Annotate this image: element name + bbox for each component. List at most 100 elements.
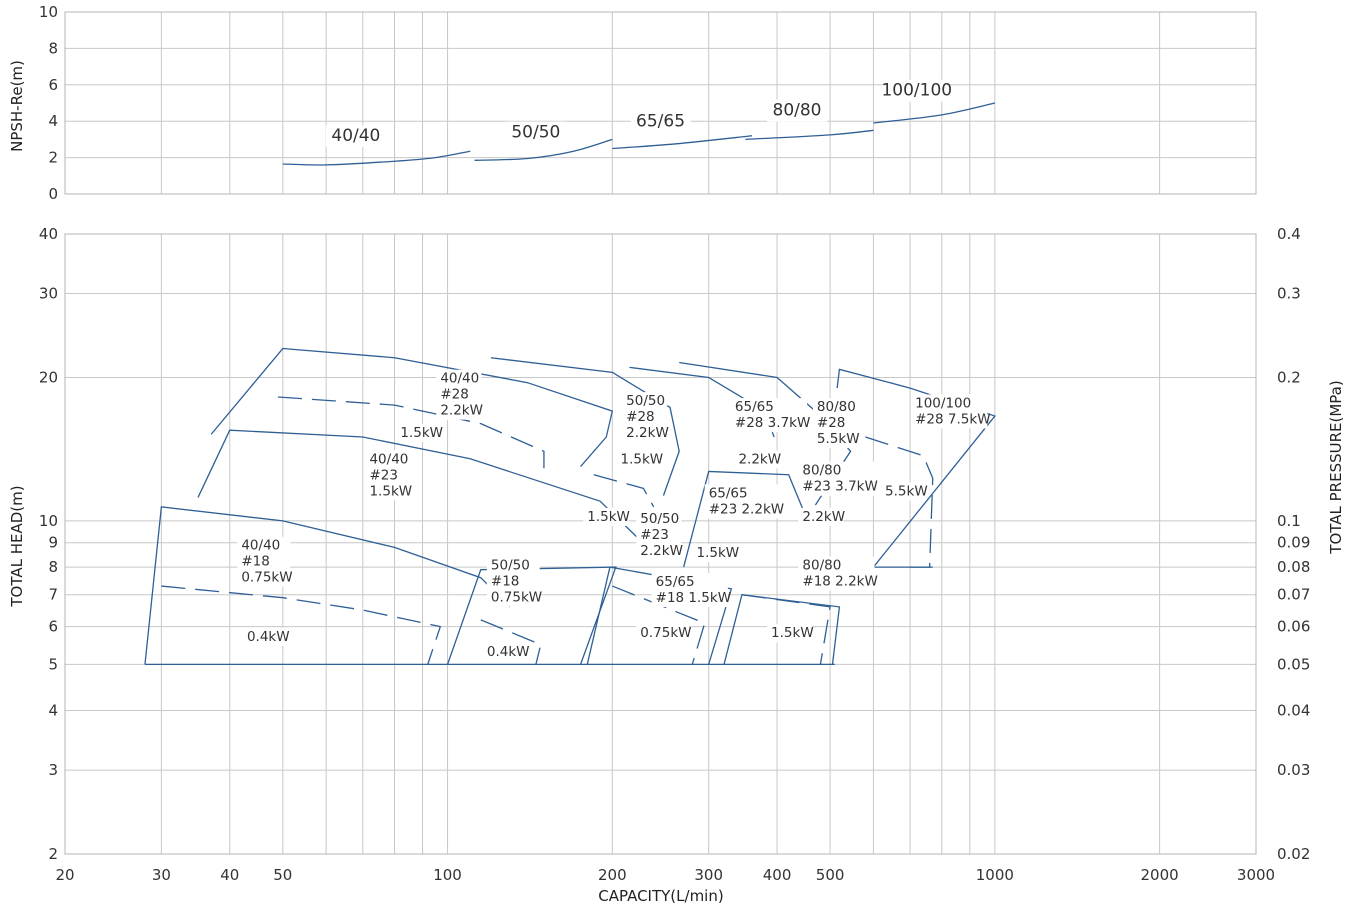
pressure-y-tick: 0.08 xyxy=(1277,558,1310,576)
region-label-mask xyxy=(436,369,482,420)
region-label: 100/100 #28 7.5kW xyxy=(915,395,990,427)
region-label: 65/65 #18 1.5kW xyxy=(656,574,731,606)
region-label-mask xyxy=(636,624,690,643)
region-label-line: #28 7.5kW xyxy=(915,411,990,427)
head-y-tick: 20 xyxy=(39,368,58,386)
region-label: 65/65 #23 2.2kW xyxy=(709,485,784,517)
npsh-curve-label: 80/80 xyxy=(773,101,822,121)
region-label-line: 40/40 xyxy=(440,371,479,387)
region-label-line: 1.5kW xyxy=(369,483,412,499)
head-y-tick: 5 xyxy=(48,655,58,673)
region-label-line: #28 xyxy=(440,387,469,403)
region-label-line: 65/65 xyxy=(735,399,774,415)
npsh-curve xyxy=(612,135,753,150)
capacity-x-tick: 20 xyxy=(55,866,74,884)
region-label-mask xyxy=(911,394,988,429)
region-label-line: 1.5kW xyxy=(620,451,663,467)
region-label-mask xyxy=(616,450,662,469)
region-label-line: 2.2kW xyxy=(440,403,483,419)
region-label-mask xyxy=(734,450,780,469)
pressure-axis-label: TOTAL PRESSURE(MPa) xyxy=(1327,380,1345,554)
impeller-envelope xyxy=(836,368,996,568)
pressure-y-tick: 0.2 xyxy=(1277,368,1301,386)
region-label-line: 40/40 xyxy=(241,538,280,554)
region-label-line: 2.2kW xyxy=(738,451,781,467)
region-label: 40/40 #28 2.2kW xyxy=(440,371,483,419)
region-label-line: 0.75kW xyxy=(640,625,691,641)
region-label-mask xyxy=(636,509,682,560)
capacity-x-tick: 30 xyxy=(152,866,171,884)
npsh-label-mask xyxy=(505,121,566,144)
head-y-tick: 2 xyxy=(48,845,58,863)
head-y-tick: 6 xyxy=(48,618,58,636)
npsh-curve xyxy=(474,138,613,161)
impeller-envelope xyxy=(683,470,809,568)
power-boundary-dashed xyxy=(593,474,655,508)
region-label-line: #18 1.5kW xyxy=(656,590,731,606)
axis-ticks: 0 2 4 6 8 10 2 3 4 5 6 7 8 9 10 20 30 40 0.02 0.03 0.04 0.05 0… xyxy=(39,3,1311,884)
pressure-y-tick: 0.06 xyxy=(1277,618,1310,636)
region-label-line: 80/80 xyxy=(817,399,856,415)
region-label-line: 0.4kW xyxy=(247,629,290,645)
pressure-y-tick: 0.04 xyxy=(1277,702,1310,720)
impeller-envelope xyxy=(197,429,641,541)
capacity-axis-label: CAPACITY(L/min) xyxy=(598,887,723,905)
region-label-line: 100/100 xyxy=(915,395,971,411)
region-label-mask xyxy=(730,398,808,433)
region-label-mask xyxy=(242,627,288,646)
npsh-curve xyxy=(873,102,996,124)
region-label-line: #18 2.2kW xyxy=(802,574,877,590)
region-label: 80/80 #23 3.7kW xyxy=(802,463,877,495)
region-label-mask xyxy=(651,573,728,608)
head-axis-label: TOTAL HEAD(m) xyxy=(8,485,26,607)
region-label: 80/80 #28 5.5kW xyxy=(817,399,860,447)
region-label-line: #23 xyxy=(369,467,398,483)
head-y-tick: 3 xyxy=(48,761,58,779)
region-label: 0.4kW xyxy=(247,629,290,645)
npsh-curve xyxy=(282,150,471,166)
npsh-label-mask xyxy=(630,110,691,133)
capacity-x-tick: 40 xyxy=(220,866,239,884)
region-label-mask xyxy=(812,398,858,449)
power-boundary-dashed xyxy=(161,585,442,665)
region-label-mask xyxy=(237,536,291,587)
region-label: 40/40 #23 1.5kW xyxy=(369,451,412,499)
capacity-x-tick: 500 xyxy=(816,866,845,884)
power-boundary-dashed xyxy=(865,436,934,568)
region-label-line: 50/50 xyxy=(626,393,665,409)
region-label-line: #28 xyxy=(817,415,846,431)
capacity-x-tick: 400 xyxy=(763,866,792,884)
region-label-line: #23 xyxy=(640,527,669,543)
region-label: 0.75kW xyxy=(640,625,691,641)
region-label-line: #18 xyxy=(241,554,270,570)
npsh-curve-label: 40/40 xyxy=(331,126,380,146)
region-label-line: #28 xyxy=(626,409,655,425)
region-label: 40/40 #18 0.75kW xyxy=(241,538,292,586)
pressure-y-tick: 0.1 xyxy=(1277,512,1301,530)
region-label: 5.5kW xyxy=(885,484,928,500)
region-label-mask xyxy=(365,450,411,501)
pressure-y-tick: 0.3 xyxy=(1277,285,1301,303)
capacity-x-tick: 3000 xyxy=(1237,866,1275,884)
npsh-y-tick: 2 xyxy=(48,149,58,167)
head-y-tick: 9 xyxy=(48,534,58,552)
npsh-curve-label: 50/50 xyxy=(511,123,560,143)
region-label-line: 40/40 xyxy=(369,451,408,467)
region-label-line: 5.5kW xyxy=(817,431,860,447)
region-label-mask xyxy=(881,482,927,501)
region-label: 1.5kW xyxy=(620,451,663,467)
region-label-line: #18 xyxy=(491,574,520,590)
npsh-y-tick: 0 xyxy=(48,185,58,203)
region-label: 1.5kW xyxy=(771,625,814,641)
region-label-line: #28 3.7kW xyxy=(735,415,810,431)
region-label-mask xyxy=(798,461,875,496)
region-label-line: #23 2.2kW xyxy=(709,501,784,517)
region-label-mask xyxy=(583,507,629,526)
pressure-y-tick: 0.07 xyxy=(1277,586,1310,604)
npsh-label-mask xyxy=(886,79,947,102)
head-y-tick: 7 xyxy=(48,586,58,604)
region-label-mask xyxy=(704,484,781,519)
pressure-y-tick: 0.03 xyxy=(1277,761,1310,779)
region-label-line: 0.4kW xyxy=(487,644,530,660)
